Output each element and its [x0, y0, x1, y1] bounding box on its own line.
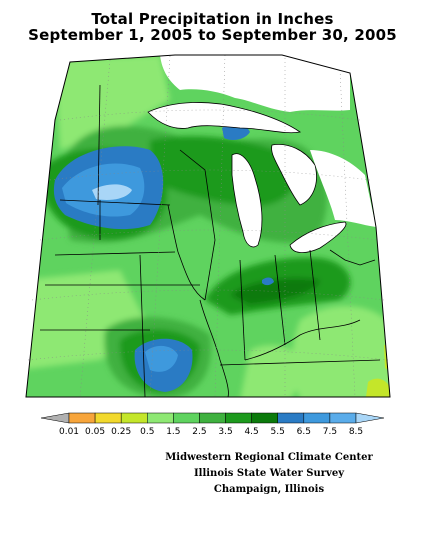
- legend-swatch: [94, 412, 122, 424]
- very-heavy-band-central: [230, 278, 320, 305]
- legend-tick-label: 2.5: [192, 427, 207, 437]
- light-band-kentucky: [240, 345, 310, 397]
- heavy-band-michigan: [150, 136, 300, 207]
- max-6-5-indiana: [262, 277, 274, 286]
- credit-line-3: Champaign, Illinois: [213, 484, 325, 495]
- map-title-line1: Total Precipitation in Inches: [91, 10, 334, 28]
- min-0-25-southeast: [366, 378, 390, 397]
- legend-tick-label: 1.5: [166, 427, 181, 437]
- legend-tick-label: 5.5: [270, 427, 285, 437]
- lake-huron: [271, 143, 317, 206]
- no-data-ontario: [160, 55, 350, 112]
- state-borders: [40, 84, 381, 398]
- legend-swatch: [277, 412, 305, 424]
- credit-line-1: Midwestern Regional Climate Center: [165, 452, 373, 463]
- legend-swatch: [225, 412, 252, 424]
- lake-michigan: [231, 153, 263, 248]
- legend-swatch: [303, 412, 331, 424]
- legend-swatch: [68, 412, 96, 424]
- no-data-ontario-east: [310, 150, 376, 227]
- map-title-line2: September 1, 2005 to September 30, 2005: [28, 26, 397, 44]
- light-band-north-edge: [105, 70, 150, 95]
- legend-tick-label: 3.5: [218, 427, 233, 437]
- legend-tick-label: 7.5: [322, 427, 338, 437]
- max-8-5-minnesota: [92, 184, 132, 200]
- legend-tick-label: 4.5: [244, 427, 259, 437]
- legend-swatch: [147, 412, 174, 424]
- credit-line-2: Illinois State Water Survey: [193, 468, 345, 479]
- legend-swatch: [199, 412, 226, 424]
- legend-color-bar: [40, 412, 385, 424]
- max-7-5-missouri: [145, 345, 178, 372]
- legend-tick-label: 0.01: [58, 427, 80, 437]
- legend-swatch: [173, 412, 200, 424]
- legend-swatch: [329, 412, 357, 424]
- lat-lon-grid: [27, 54, 389, 398]
- lake-superior: [147, 102, 301, 134]
- legend-above-arrow: [355, 412, 385, 424]
- legend-swatch: [120, 412, 148, 424]
- legend-tick-label: 8.5: [348, 427, 364, 437]
- legend-tick-label: 0.25: [111, 427, 132, 437]
- legend-tick-label: 0.05: [85, 427, 106, 437]
- precip-field: [26, 55, 390, 397]
- legend-below-arrow: [40, 412, 70, 424]
- legend-tick-label: 0.5: [140, 427, 155, 437]
- legend-tick-label: 6.5: [296, 427, 311, 437]
- lake-erie: [289, 221, 347, 253]
- legend-swatch: [251, 412, 278, 424]
- map-frame: [25, 54, 391, 398]
